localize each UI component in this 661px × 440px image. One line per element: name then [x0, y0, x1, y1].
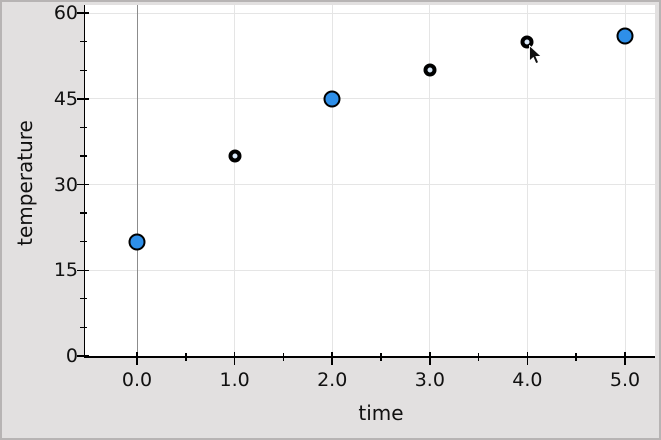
x-axis-major-tick	[233, 352, 236, 365]
y-axis-major-tick	[77, 12, 89, 14]
y-axis-tick-label: 0	[65, 345, 78, 367]
data-point[interactable]	[128, 233, 146, 251]
y-axis-tick-label: 15	[53, 259, 78, 282]
y-axis-tick-label: 60	[53, 2, 78, 24]
x-axis-minor-tick	[380, 353, 382, 361]
y-axis-minor-tick	[80, 40, 87, 43]
x-axis-minor-tick	[575, 353, 577, 361]
y-axis-minor-tick	[80, 326, 87, 328]
y-axis-major-tick	[77, 269, 89, 271]
plot-area[interactable]: 0.0 1.0 2.0 3.0 4.0 5.0 0 15 30 45 60	[54, 2, 655, 391]
data-point[interactable]	[520, 35, 534, 49]
gridline-vertical	[624, 5, 626, 356]
x-axis-minor-tick	[477, 353, 480, 361]
x-axis-title[interactable]: time	[358, 401, 404, 425]
x-axis-tick-label: 4.0	[512, 369, 543, 391]
y-axis-tick-label: 45	[53, 87, 78, 110]
x-axis-major-tick	[331, 352, 333, 365]
y-axis-major-tick	[77, 98, 89, 100]
mouse-cursor-icon	[529, 45, 543, 65]
y-axis-minor-tick	[80, 212, 87, 214]
y-axis-minor-tick	[80, 298, 87, 300]
x-axis-major-tick	[624, 352, 626, 365]
y-axis-line	[83, 5, 85, 358]
gridline-horizontal	[85, 269, 655, 271]
x-zero-gridline	[136, 5, 138, 356]
y-axis-minor-tick	[80, 155, 87, 157]
x-axis-tick-label: 2.0	[317, 369, 348, 391]
x-axis-major-tick	[526, 352, 529, 365]
x-axis-tick-label: 0.0	[121, 369, 153, 391]
data-point[interactable]	[616, 27, 634, 45]
y-axis-title[interactable]: temperature	[13, 120, 37, 246]
y-axis-minor-tick	[80, 69, 87, 71]
x-axis-major-tick	[136, 352, 138, 365]
gridline-vertical	[526, 5, 528, 356]
y-axis-minor-tick	[80, 126, 87, 128]
x-axis-tick-label: 1.0	[219, 369, 250, 391]
gridline-vertical	[331, 5, 333, 356]
gridline-vertical	[234, 5, 236, 356]
x-axis-line	[83, 356, 655, 358]
y-axis-major-tick	[77, 183, 89, 186]
x-axis-tick-label: 3.0	[414, 369, 445, 391]
x-axis-minor-tick	[282, 353, 285, 361]
data-point[interactable]	[423, 63, 437, 77]
x-axis-major-tick	[429, 352, 431, 365]
data-point[interactable]	[228, 149, 242, 163]
x-axis-minor-tick	[185, 353, 187, 361]
data-point[interactable]	[323, 90, 341, 108]
y-axis-minor-tick	[80, 241, 87, 243]
x-axis-tick-label: 5.0	[609, 369, 641, 391]
gridline-horizontal	[85, 184, 655, 185]
gridline-horizontal	[85, 98, 655, 100]
gridline-vertical	[429, 5, 431, 356]
gridline-horizontal	[85, 12, 655, 14]
y-axis-tick-label: 30	[53, 173, 78, 196]
y-axis-major-tick	[77, 355, 89, 357]
